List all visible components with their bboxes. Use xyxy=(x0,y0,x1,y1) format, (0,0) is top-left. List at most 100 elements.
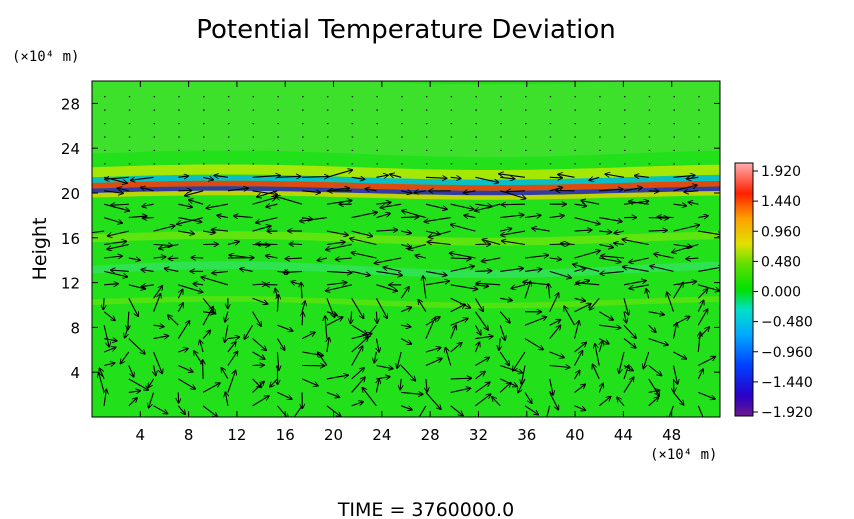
plot-frame xyxy=(91,80,721,418)
wind-vector xyxy=(623,365,633,371)
wind-vector xyxy=(153,336,169,339)
wind-vector xyxy=(475,176,498,182)
plot-area xyxy=(92,81,720,417)
wind-vector xyxy=(634,176,649,178)
wind-vector xyxy=(697,369,703,380)
wind-vector xyxy=(362,388,377,407)
colorbar-tick-label: −1.920 xyxy=(761,405,813,421)
wind-vector xyxy=(227,351,238,366)
wind-vector xyxy=(390,174,402,177)
wind-vector xyxy=(275,288,277,299)
wind-vector xyxy=(189,200,204,205)
wind-vector xyxy=(654,254,674,259)
colorbar-gradient xyxy=(734,162,754,417)
wind-vector xyxy=(376,377,390,379)
field-band-yellow-lower xyxy=(92,190,720,200)
wind-vector xyxy=(628,201,649,204)
wind-vector xyxy=(601,256,625,258)
wind-vector xyxy=(326,271,352,273)
wind-vector xyxy=(506,191,526,192)
y-unit-label: (×10⁴ m) xyxy=(12,49,79,65)
colorbar-tick-label: −1.440 xyxy=(761,375,813,391)
wind-vector xyxy=(524,405,539,415)
wind-vector xyxy=(475,394,490,407)
wind-vector xyxy=(128,398,137,407)
wind-vector xyxy=(464,215,476,217)
wind-vector xyxy=(99,373,105,393)
wind-vector xyxy=(103,203,129,211)
wind-vector xyxy=(277,351,279,370)
wind-vector xyxy=(482,240,501,246)
wind-vector xyxy=(229,255,253,259)
wind-vector xyxy=(698,230,720,235)
wind-vector xyxy=(450,304,466,313)
wind-vector xyxy=(511,284,526,289)
wind-vector xyxy=(549,293,559,312)
wind-vector xyxy=(673,351,687,359)
wind-vector xyxy=(424,217,451,222)
wind-vector xyxy=(500,177,515,179)
x-tick-label: 44 xyxy=(614,426,633,444)
wind-vector xyxy=(177,217,204,225)
wind-vector xyxy=(524,317,547,326)
wind-vector xyxy=(277,391,292,399)
wind-vector xyxy=(240,269,253,272)
wind-vector xyxy=(326,170,353,178)
wind-vector xyxy=(225,392,228,406)
wind-vector xyxy=(351,337,369,353)
wind-vector xyxy=(450,388,471,393)
wind-vector xyxy=(697,327,709,339)
wind-vector xyxy=(673,392,684,405)
x-tick-label: 20 xyxy=(324,426,343,444)
wind-vector xyxy=(698,267,720,272)
wind-vector xyxy=(697,289,707,299)
wind-vector xyxy=(574,217,601,225)
wind-vector xyxy=(623,267,649,272)
wind-vector xyxy=(697,309,707,326)
wind-vector xyxy=(214,175,228,177)
wind-vector xyxy=(289,244,303,245)
x-tick-label: 4 xyxy=(136,426,146,444)
y-tick-label: 12 xyxy=(61,275,80,293)
wind-vector xyxy=(265,256,278,258)
wind-vector xyxy=(335,258,352,260)
wind-vector xyxy=(400,338,411,345)
wind-vector xyxy=(168,315,179,326)
wind-vector xyxy=(475,204,492,206)
wind-vector xyxy=(376,379,379,393)
x-tick-label: 12 xyxy=(227,426,246,444)
wind-vector xyxy=(291,282,303,285)
wind-vector xyxy=(425,203,447,209)
wind-vector xyxy=(374,257,402,263)
wind-vector xyxy=(227,188,248,191)
wind-vector xyxy=(623,188,642,192)
wind-vector xyxy=(104,339,117,341)
wind-vector xyxy=(111,204,129,205)
wind-vector xyxy=(153,325,165,327)
wind-vector xyxy=(376,230,397,231)
wind-vector xyxy=(673,282,684,299)
wind-vector xyxy=(178,349,188,353)
wind-vector xyxy=(546,405,551,417)
wind-vector xyxy=(619,351,625,373)
wind-vector xyxy=(414,191,426,193)
wind-vector xyxy=(474,311,488,331)
wind-vector xyxy=(474,324,481,335)
wind-vector xyxy=(117,188,129,191)
wind-vector xyxy=(501,204,526,205)
wind-vector xyxy=(326,283,347,285)
wind-vector xyxy=(252,175,281,177)
wind-vector xyxy=(574,342,587,353)
wind-vector xyxy=(302,351,323,356)
wind-vector xyxy=(351,177,365,179)
wind-vector xyxy=(103,325,109,347)
wind-vector xyxy=(418,300,427,312)
wind-vector xyxy=(501,230,526,235)
wind-vector xyxy=(574,405,586,411)
wind-vector xyxy=(650,266,674,272)
wind-vector xyxy=(499,383,511,393)
wind-vector xyxy=(256,244,278,245)
wind-vector xyxy=(500,215,524,219)
wind-vector xyxy=(128,378,149,390)
wind-vector xyxy=(451,225,476,232)
